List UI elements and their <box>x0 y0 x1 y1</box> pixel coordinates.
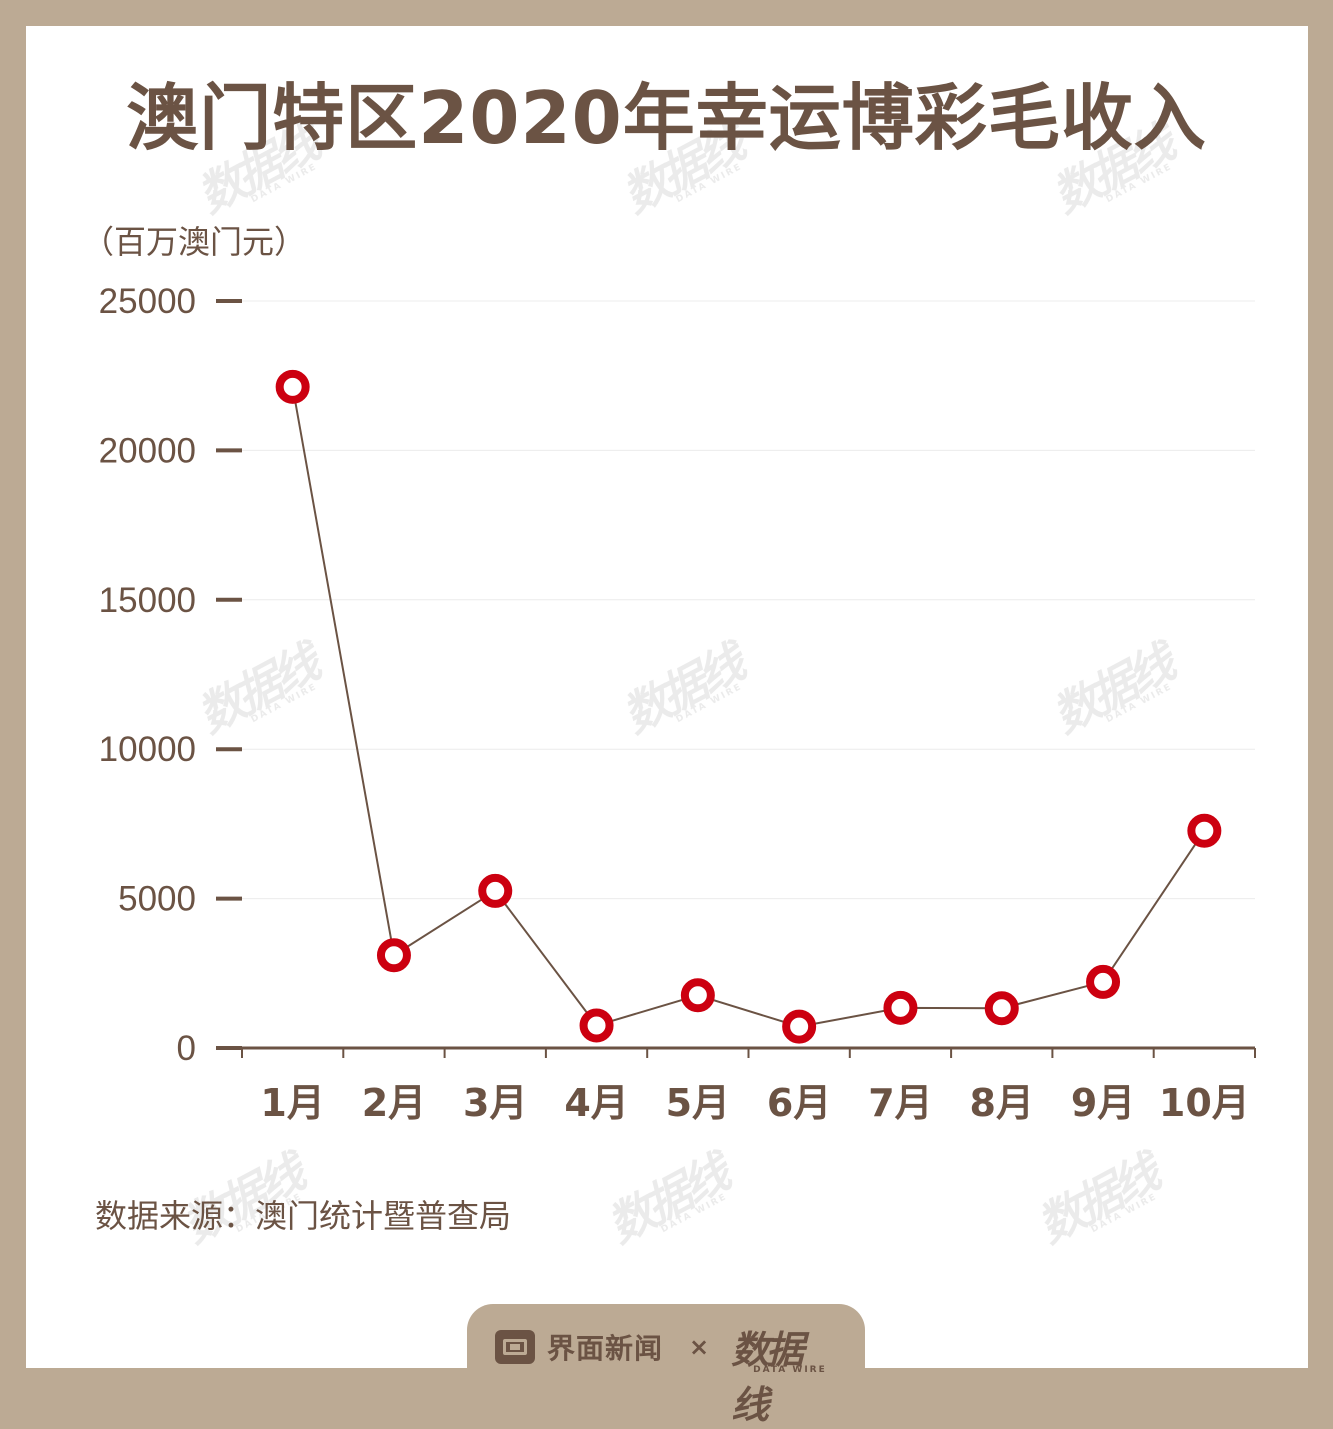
chart-card <box>26 26 1308 1368</box>
x-tick-label: 10月 <box>1159 1081 1250 1125</box>
y-axis-unit-label: （百万澳门元） <box>82 223 307 261</box>
x-tick-label: 8月 <box>970 1081 1034 1125</box>
data-wire-logo: 数据线 DATA WIRE <box>731 1327 827 1427</box>
chart-title: 澳门特区2020年幸运博彩毛收入 <box>126 76 1207 160</box>
data-point <box>984 991 1019 1026</box>
x-tick-label: 6月 <box>767 1081 831 1125</box>
y-tick-label: 15000 <box>99 581 196 620</box>
data-point <box>579 1008 614 1043</box>
y-tick-label: 10000 <box>99 730 196 769</box>
y-tick-label: 25000 <box>99 282 196 321</box>
jiemian-logo-icon <box>495 1330 535 1364</box>
brand-left-text: 界面新闻 <box>547 1332 664 1365</box>
x-tick-label: 5月 <box>666 1081 730 1125</box>
data-point <box>883 990 918 1025</box>
data-point <box>782 1009 817 1044</box>
series-line <box>291 386 1206 1028</box>
y-tick-label: 0 <box>177 1029 196 1068</box>
x-tick-label: 3月 <box>463 1081 527 1125</box>
x-tick-label: 9月 <box>1071 1081 1135 1125</box>
data-point <box>478 873 513 908</box>
data-point <box>275 369 310 404</box>
x-tick-label: 4月 <box>564 1081 628 1125</box>
data-source-note: 数据来源：澳门统计暨普查局 <box>95 1197 512 1235</box>
x-tick-label: 2月 <box>362 1081 426 1125</box>
footer-brand-tab: 界面新闻 × 数据线 DATA WIRE <box>467 1304 865 1427</box>
line-chart: 0 5000 10000 15000 20000 25000 1月 2月 3月 4月 5月 6月 7月 8… <box>99 282 1256 1125</box>
y-tick-label: 5000 <box>118 880 196 919</box>
x-tick-label: 1月 <box>260 1081 324 1125</box>
brand-separator: × <box>689 1333 710 1361</box>
x-tick-label: 7月 <box>868 1081 932 1125</box>
data-point <box>376 938 411 973</box>
data-point <box>1187 813 1222 848</box>
y-tick-label: 20000 <box>99 431 196 470</box>
data-point <box>680 978 715 1013</box>
data-point <box>1086 964 1121 999</box>
